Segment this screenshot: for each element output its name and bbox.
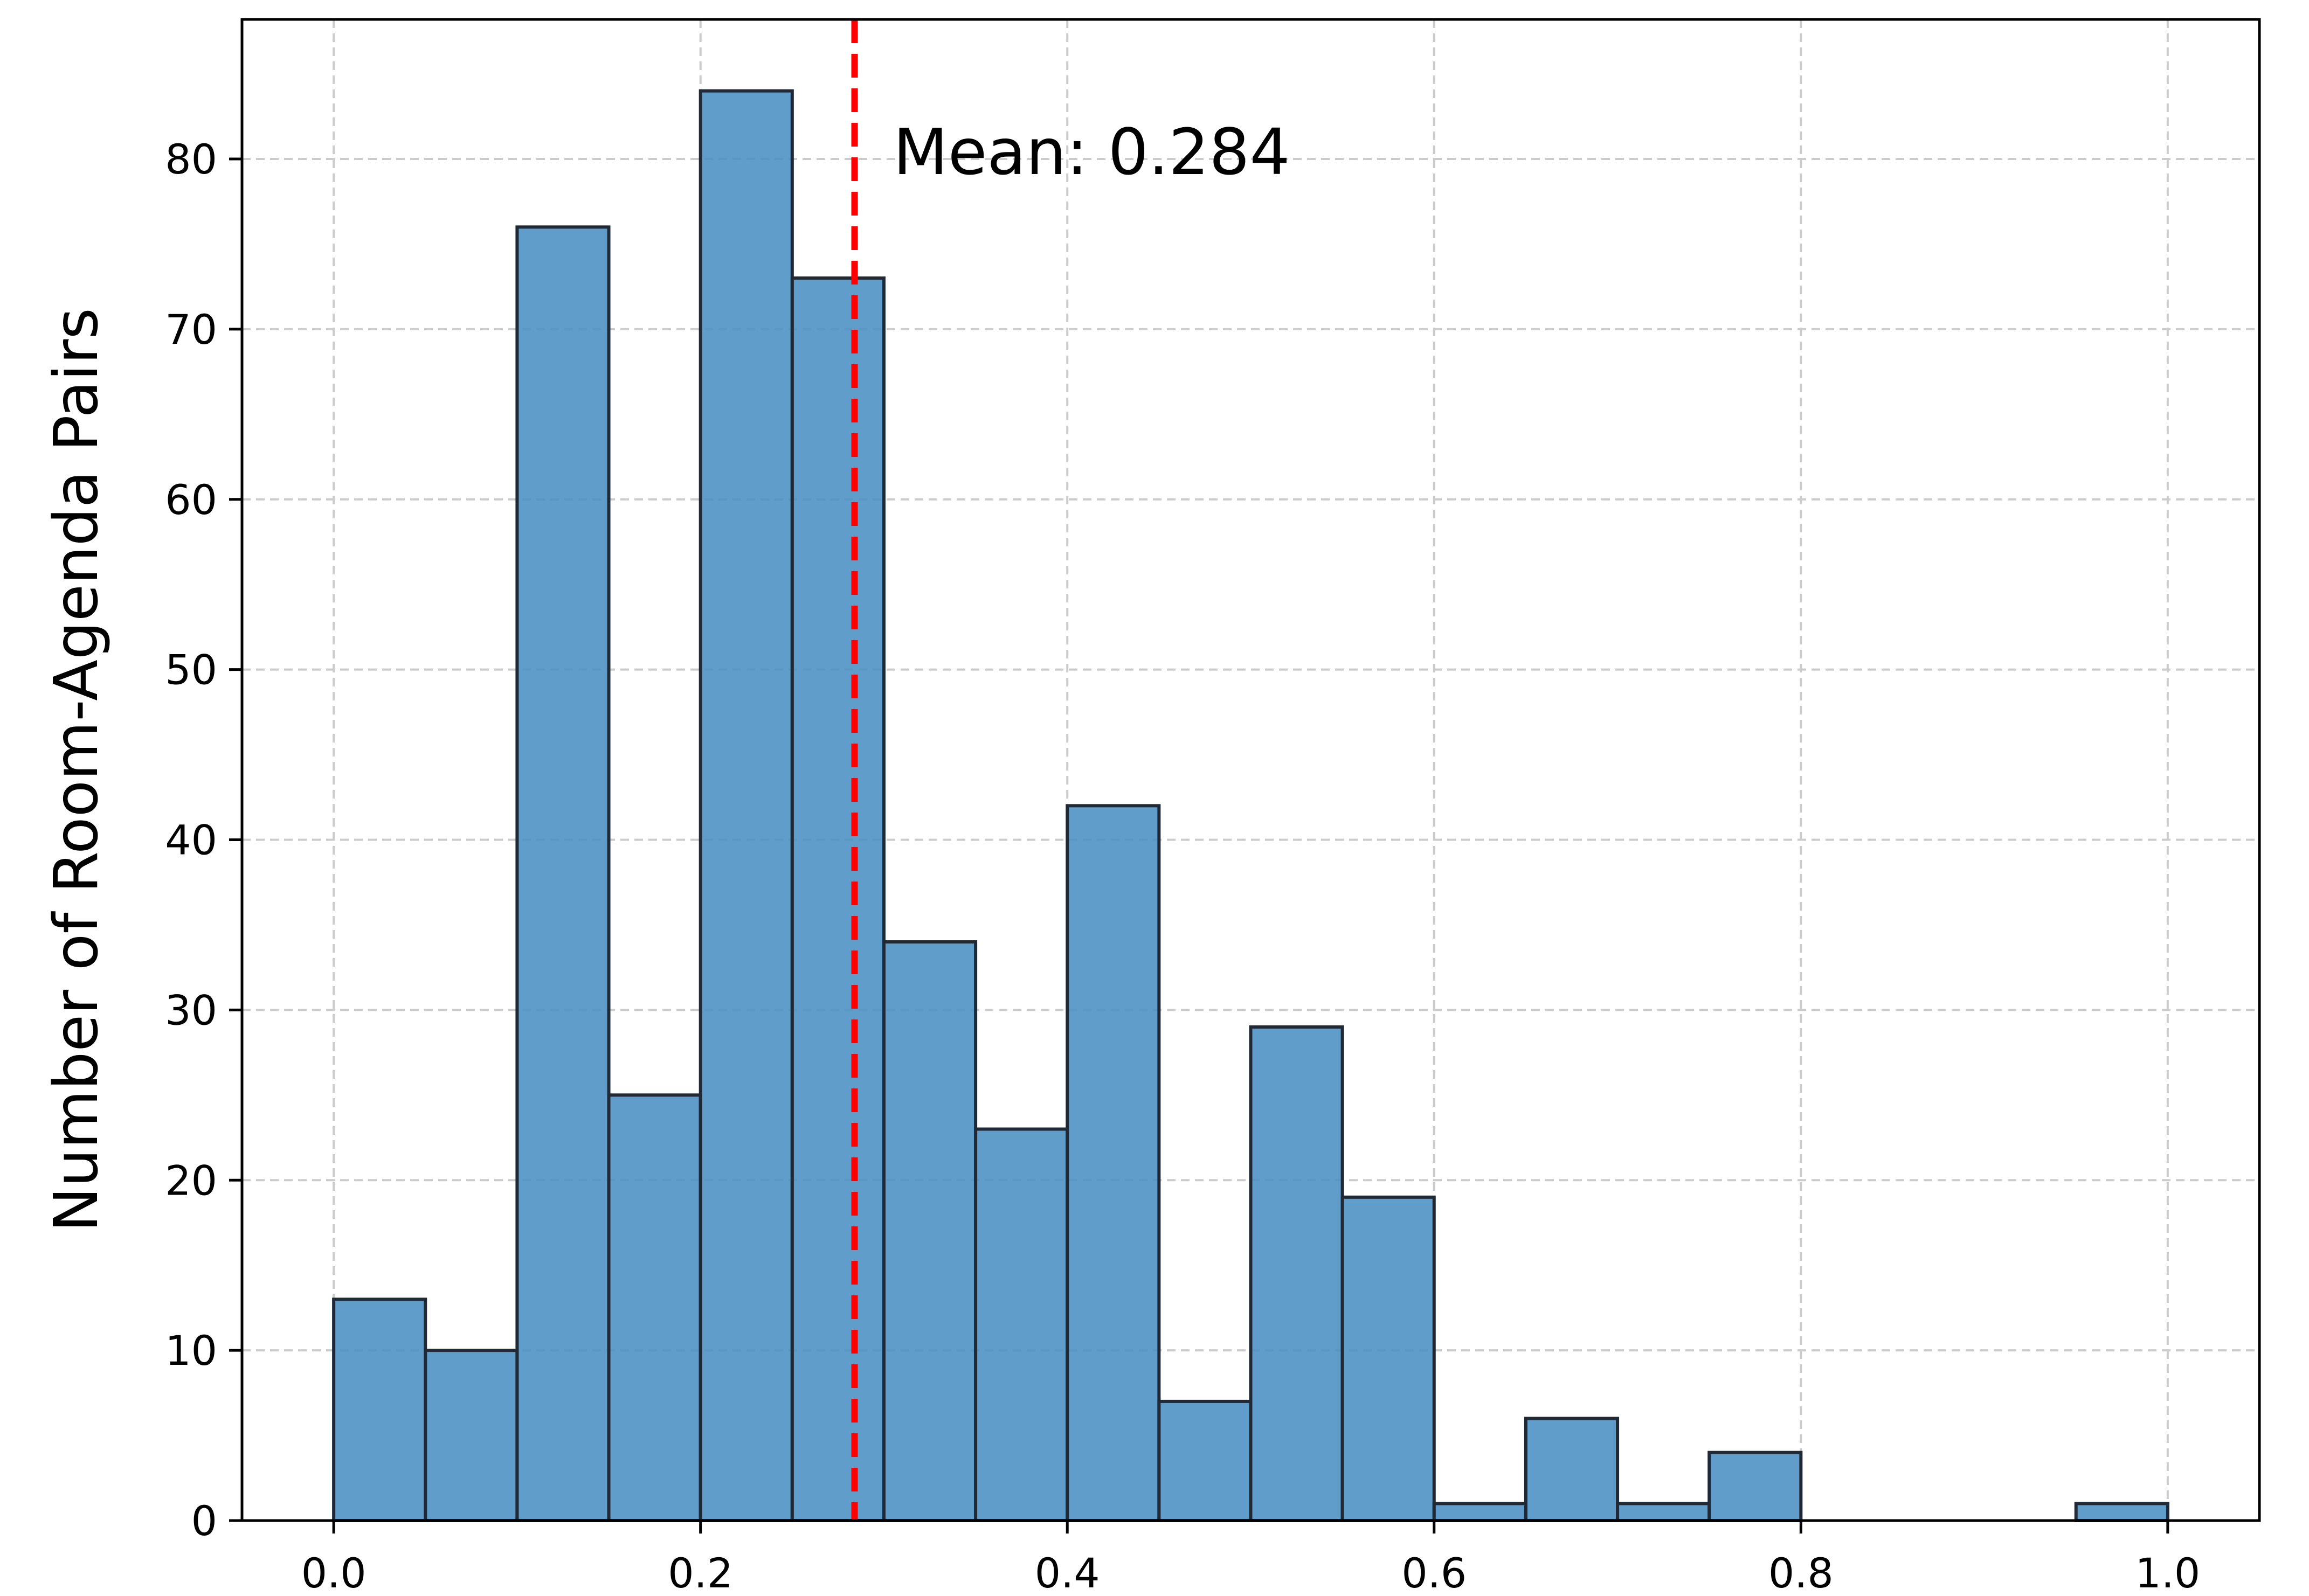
plot-frame bbox=[240, 18, 2261, 1522]
x-tick-label: 0.4 bbox=[1035, 1549, 1100, 1593]
y-tick-label: 40 bbox=[165, 816, 217, 864]
mean-label: Mean: 0.284 bbox=[893, 115, 1290, 189]
y-tick-label: 60 bbox=[165, 476, 217, 524]
histogram-bar bbox=[2074, 1502, 2169, 1522]
x-tick-label: 0.2 bbox=[668, 1549, 733, 1593]
histogram-bar bbox=[1707, 1451, 1803, 1523]
histogram-bar bbox=[607, 1093, 702, 1523]
y-tick-label: 30 bbox=[165, 986, 217, 1034]
ticks-layer: 0.0 0.2 0.4 0.6 0.8 1.0 0 10 20 30 40 50 60 70 80 bbox=[165, 135, 2200, 1596]
bars-layer bbox=[332, 89, 2169, 1523]
x-tick-label: 0.8 bbox=[1768, 1549, 1834, 1593]
axes-layer bbox=[240, 18, 2261, 1522]
histogram-bar bbox=[1066, 804, 1161, 1522]
y-axis-label: Number of Room-Agenda Pairs bbox=[42, 308, 112, 1232]
histogram-bar bbox=[1432, 1502, 1527, 1522]
histogram-bar bbox=[515, 225, 611, 1523]
x-tick-label: 0.0 bbox=[301, 1549, 367, 1593]
histogram-bar bbox=[790, 276, 886, 1523]
y-tick-label: 20 bbox=[165, 1156, 217, 1204]
y-tick-label: 70 bbox=[165, 306, 217, 353]
y-tick-label: 50 bbox=[165, 646, 217, 694]
histogram-bar bbox=[424, 1349, 519, 1522]
x-tick-label: 0.6 bbox=[1401, 1549, 1467, 1593]
y-tick-label: 0 bbox=[191, 1497, 217, 1545]
histogram-bar bbox=[1249, 1025, 1344, 1522]
histogram-bar bbox=[882, 940, 978, 1522]
histogram-bar bbox=[1524, 1417, 1620, 1522]
histogram-bar bbox=[1157, 1399, 1253, 1523]
histogram-bar bbox=[974, 1127, 1069, 1522]
y-tick-label: 10 bbox=[165, 1327, 217, 1375]
histogram-bar bbox=[1616, 1502, 1711, 1522]
histogram-bar bbox=[1340, 1195, 1436, 1523]
y-tick-label: 80 bbox=[165, 135, 217, 183]
histogram-bar bbox=[699, 89, 794, 1522]
x-tick-label: 1.0 bbox=[2135, 1549, 2200, 1593]
histogram-bar bbox=[332, 1297, 427, 1522]
